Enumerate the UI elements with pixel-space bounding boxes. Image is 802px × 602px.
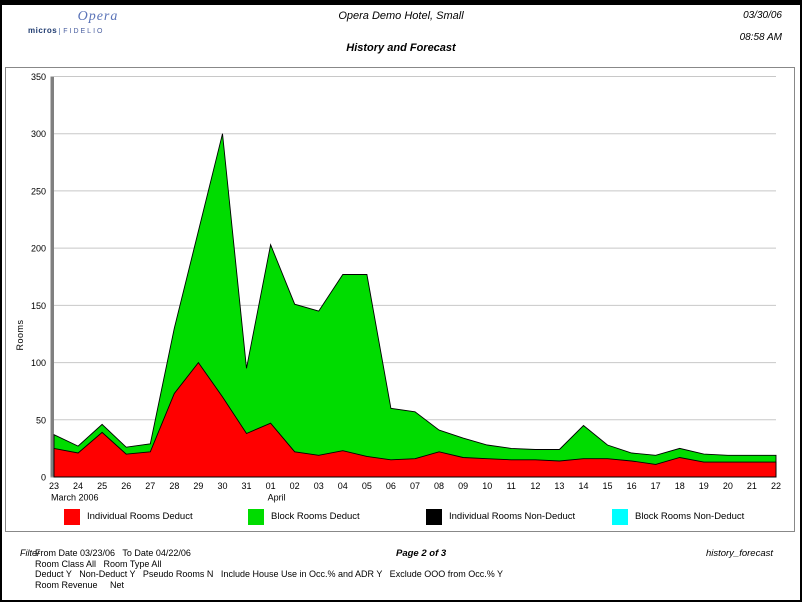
x-tick-label: 29 [193, 481, 203, 491]
fidelio-logo-text: FIDELIO [59, 28, 105, 35]
x-tick-label: 04 [338, 481, 348, 491]
report-date: 03/30/06 [743, 10, 782, 21]
x-tick-label: 31 [242, 481, 252, 491]
x-tick-label: 14 [578, 481, 588, 491]
x-tick-label: 21 [747, 481, 757, 491]
hotel-title: Opera Demo Hotel, Small [338, 10, 464, 22]
filter-line: Room Revenue Net [35, 579, 125, 590]
x-month-label: March 2006 [51, 493, 99, 503]
filter-label: Filter [20, 548, 40, 558]
x-tick-label: 12 [530, 481, 540, 491]
x-tick-label: 22 [771, 481, 781, 491]
report-title: History and Forecast [346, 42, 456, 54]
report-time: 08:58 AM [739, 32, 782, 43]
legend-label: Individual Rooms Non-Deduct [449, 511, 576, 522]
report-id: history_forecast [705, 548, 773, 559]
legend-label: Individual Rooms Deduct [87, 511, 193, 522]
x-tick-label: 23 [49, 481, 59, 491]
x-tick-label: 08 [434, 481, 444, 491]
y-tick-label: 0 [41, 473, 46, 483]
x-tick-label: 24 [73, 481, 83, 491]
y-tick-label: 50 [36, 415, 46, 425]
area-block-rooms-deduct [53, 133, 777, 478]
x-tick-label: 27 [145, 481, 155, 491]
x-tick-label: 18 [675, 481, 685, 491]
y-tick-label: 200 [31, 244, 46, 254]
filter-line: Room Class All Room Type All [35, 558, 162, 569]
x-tick-label: 20 [723, 481, 733, 491]
legend-item: Block Rooms Deduct [248, 508, 360, 525]
legend-label: Block Rooms Non-Deduct [635, 511, 745, 522]
y-tick-label: 150 [31, 301, 46, 311]
filter-line: Deduct Y Non-Deduct Y Pseudo Rooms N Inc… [35, 569, 504, 579]
x-month-label: April [268, 493, 286, 503]
chart-legend: Individual Rooms Deduct Block Rooms Deduc… [6, 508, 794, 532]
micros-fidelio-logo: micros FIDELIO [28, 26, 168, 35]
x-tick-label: 06 [386, 481, 396, 491]
filter-line: From Date 03/23/06 To Date 04/22/06 [35, 548, 191, 558]
x-tick-label: 01 [266, 481, 276, 491]
y-tick-label: 350 [31, 72, 46, 82]
x-tick-label: 25 [97, 481, 107, 491]
y-axis-line [50, 76, 54, 477]
legend-item: Individual Rooms Deduct [64, 508, 193, 525]
x-tick-label: 13 [554, 481, 564, 491]
y-tick-label: 250 [31, 186, 46, 196]
legend-swatch [64, 508, 80, 525]
page-number: Page 2 of 3 [396, 548, 447, 559]
micros-logo-text: micros [28, 26, 58, 35]
x-tick-label: 17 [651, 481, 661, 491]
x-tick-label: 07 [410, 481, 420, 491]
y-tick-label: 100 [31, 358, 46, 368]
chart-container: Rooms 0 50 100 150 200 250 300 350 23 24 25 26 27 28 2… [5, 67, 795, 532]
y-tick-label: 300 [31, 129, 46, 139]
legend-item: Block Rooms Non-Deduct [612, 508, 744, 525]
legend-swatch [248, 508, 264, 525]
legend-label: Block Rooms Deduct [271, 511, 360, 522]
x-tick-label: 16 [627, 481, 637, 491]
legend-swatch [426, 508, 442, 525]
legend-item: Individual Rooms Non-Deduct [426, 508, 575, 525]
opera-logo: Opera [77, 9, 119, 24]
x-tick-label: 10 [482, 481, 492, 491]
opera-micros-logo: Opera micros FIDELIO [28, 9, 168, 35]
filter-details: From Date 03/23/06 To Date 04/22/06 Room … [35, 548, 503, 590]
x-tick-label: 30 [217, 481, 227, 491]
x-tick-label: 15 [603, 481, 613, 491]
x-tick-label: 02 [290, 481, 300, 491]
area-individual-rooms-deduct [53, 361, 777, 478]
legend-swatch [612, 508, 628, 525]
x-tick-label: 09 [458, 481, 468, 491]
x-tick-label: 19 [699, 481, 709, 491]
x-tick-label: 05 [362, 481, 372, 491]
x-tick-label: 26 [121, 481, 131, 491]
x-tick-label: 03 [314, 481, 324, 491]
x-tick-label: 11 [507, 481, 516, 491]
x-tick-label: 28 [169, 481, 179, 491]
